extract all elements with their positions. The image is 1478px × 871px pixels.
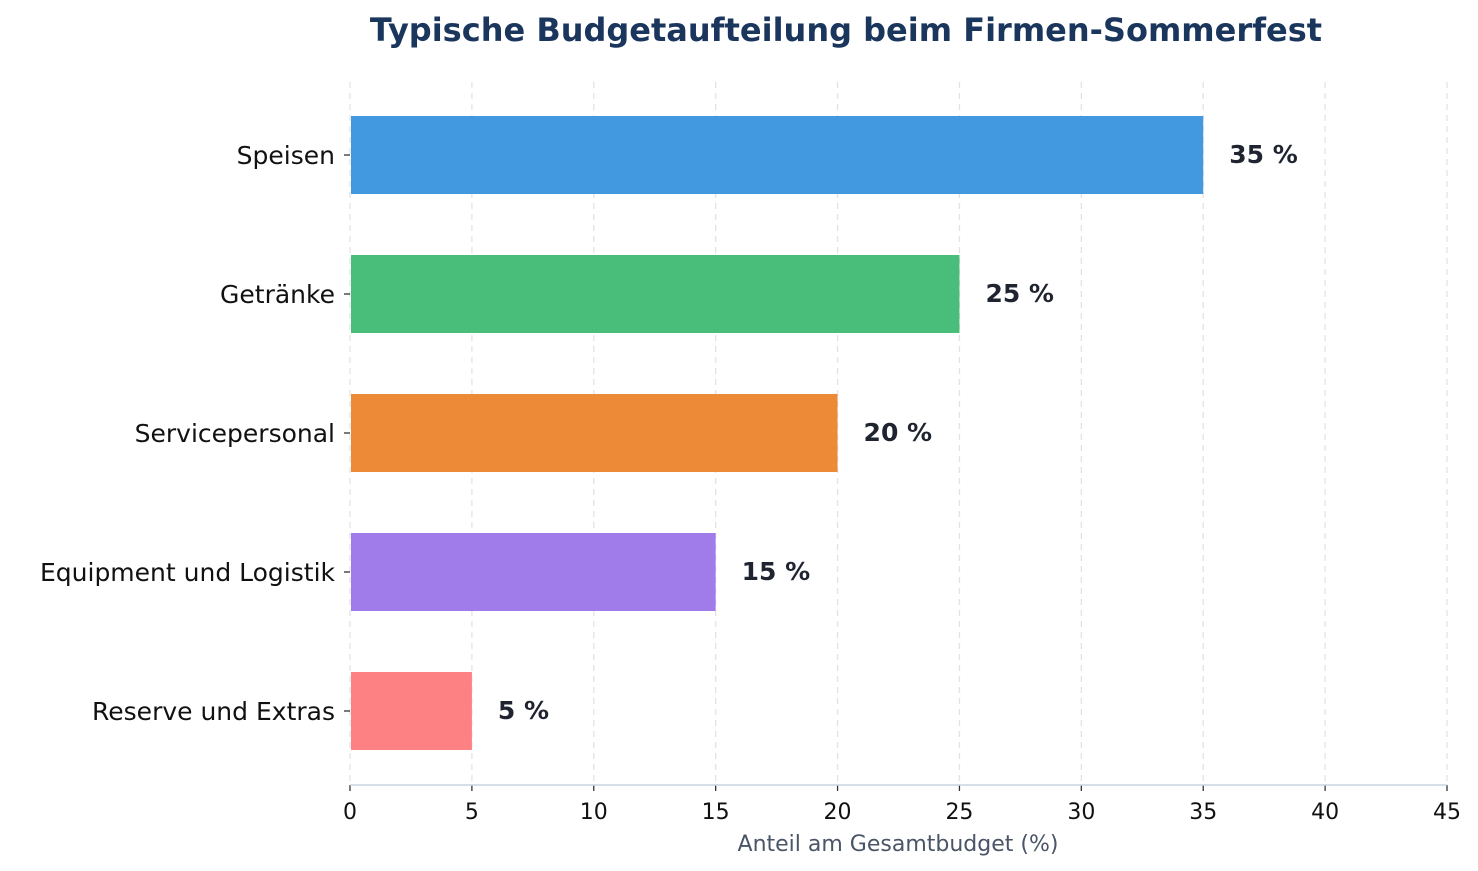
x-axis-label: Anteil am Gesamtbudget (%) [738, 832, 1059, 857]
x-tick-label: 0 [343, 800, 357, 825]
category-label: Reserve und Extras [92, 697, 335, 726]
x-tick-label: 45 [1433, 800, 1461, 825]
bar [351, 116, 1204, 194]
x-tick-label: 30 [1067, 800, 1095, 825]
value-label: 25 % [985, 279, 1054, 308]
category-label: Getränke [220, 280, 335, 309]
value-labels: 35 % 25 % 20 % 15 % 5 % [498, 140, 1298, 725]
value-label: 20 % [864, 418, 933, 447]
bars [351, 116, 1204, 750]
x-tick-label: 20 [824, 800, 852, 825]
x-tick-label: 5 [465, 800, 479, 825]
category-labels: Speisen Getränke Servicepersonal Equipment … [40, 141, 350, 726]
x-tick-label: 40 [1311, 800, 1339, 825]
value-label: 35 % [1229, 140, 1298, 169]
value-label: 15 % [742, 557, 811, 586]
bar [351, 672, 472, 750]
category-label: Servicepersonal [135, 419, 335, 448]
x-axis: 0 5 10 15 20 25 30 35 40 45 [343, 784, 1461, 825]
bar [351, 255, 960, 333]
bar [351, 533, 716, 611]
x-tick-label: 25 [945, 800, 973, 825]
grid-lines [349, 82, 1448, 785]
category-label: Equipment und Logistik [40, 558, 336, 587]
x-tick-label: 10 [580, 800, 608, 825]
x-tick-label: 35 [1189, 800, 1217, 825]
chart-title: Typische Budgetaufteilung beim Firmen-So… [370, 11, 1322, 49]
x-tick-label: 15 [702, 800, 730, 825]
bar [351, 394, 838, 472]
category-label: Speisen [237, 141, 335, 170]
value-label: 5 % [498, 696, 549, 725]
